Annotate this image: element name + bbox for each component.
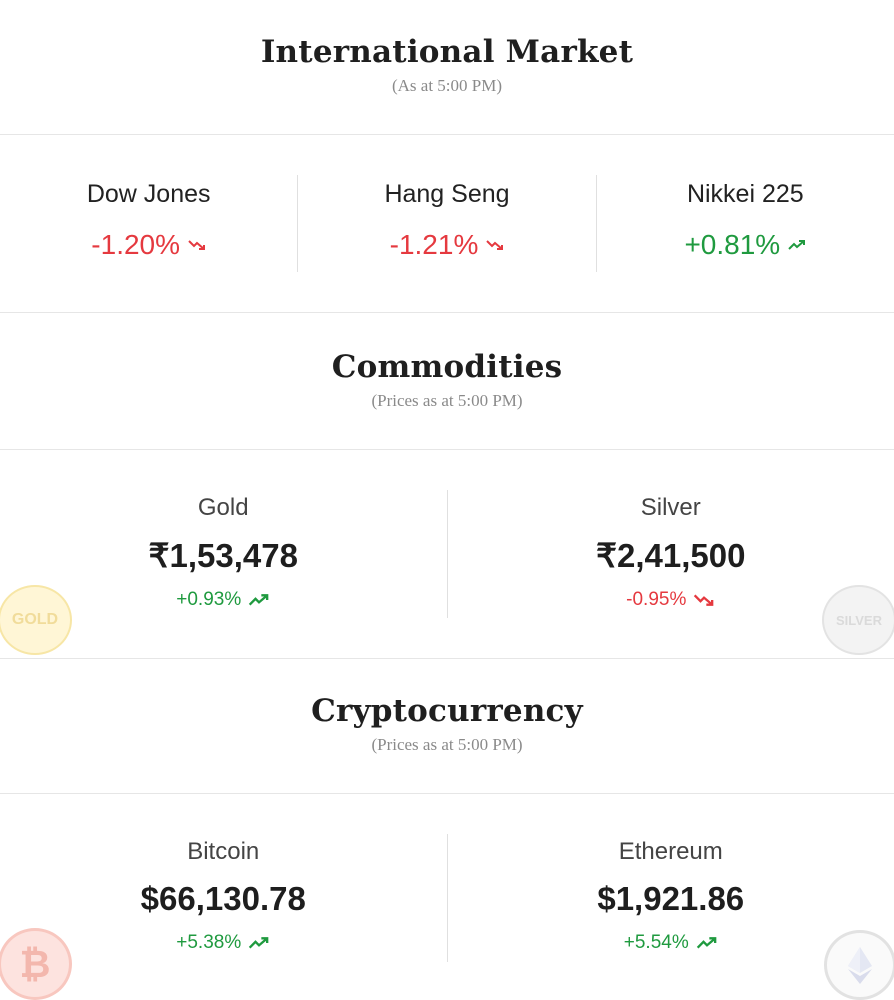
silver-coin-label: SILVER: [836, 612, 882, 628]
crypto-row: Bitcoin $66,130.78 +5.38% Ethereum $1,92…: [0, 794, 894, 1000]
index-name: Hang Seng: [384, 180, 510, 208]
index-change-value: -1.21%: [389, 229, 479, 260]
trend-up-icon: [249, 937, 269, 949]
index-name: Dow Jones: [86, 180, 211, 208]
gold-coin-label: GOLD: [11, 611, 59, 628]
commodity-change-value: -0.95%: [626, 589, 687, 610]
commodities-timestamp: (Prices as at 5:00 PM): [371, 391, 523, 410]
commodity-change: -0.95%: [626, 589, 715, 611]
trend-down-icon: [188, 240, 206, 250]
index-row: Dow Jones -1.20% Hang Seng -1.21% Nikkei…: [0, 135, 894, 312]
crypto-price: $66,130.78: [140, 880, 306, 917]
cryptocurrency-header: Cryptocurrency (Prices as at 5:00 PM): [0, 658, 894, 794]
index-card-nikkei-225[interactable]: Nikkei 225 +0.81%: [595, 175, 894, 272]
commodity-change-value: +0.93%: [176, 589, 242, 610]
bitcoin-coin-label: ₿: [19, 941, 51, 986]
commodity-price: ₹1,53,478: [148, 537, 298, 574]
ethereum-logo-icon: [848, 947, 872, 984]
crypto-name: Ethereum: [618, 838, 723, 865]
commodity-card-gold[interactable]: Gold ₹1,53,478 +0.93%: [0, 490, 447, 618]
commodity-change: +0.93%: [176, 589, 270, 611]
crypto-name: Bitcoin: [187, 838, 260, 865]
crypto-card-ethereum[interactable]: Ethereum $1,921.86 +5.54%: [446, 834, 894, 962]
commodity-name: Silver: [640, 494, 701, 521]
trend-down-icon: [486, 240, 504, 250]
crypto-change-value: +5.54%: [623, 932, 689, 953]
trend-up-icon: [249, 594, 269, 606]
ethereum-coin-icon: [824, 930, 894, 1000]
gold-coin-icon: GOLD: [0, 585, 72, 655]
index-change: +0.81%: [684, 229, 806, 261]
bitcoin-coin-icon: ₿: [0, 928, 72, 1000]
commodity-price: ₹2,41,500: [596, 537, 746, 574]
international-market-header: International Market (As at 5:00 PM): [0, 0, 894, 135]
international-market-title: International Market: [260, 34, 634, 70]
index-name: Nikkei 225: [686, 180, 804, 208]
crypto-change-value: +5.38%: [176, 932, 242, 953]
trend-down-icon: [694, 594, 714, 606]
trend-up-icon: [696, 937, 717, 949]
crypto-change: +5.54%: [624, 932, 718, 954]
index-change: -1.21%: [390, 229, 505, 261]
index-card-hang-seng[interactable]: Hang Seng -1.21%: [297, 175, 595, 272]
silver-coin-icon: SILVER: [822, 585, 894, 655]
cryptocurrency-timestamp: (Prices as at 5:00 PM): [371, 735, 523, 754]
index-card-dow-jones[interactable]: Dow Jones -1.20%: [0, 175, 297, 272]
index-change-value: -1.20%: [91, 229, 181, 260]
cryptocurrency-title: Cryptocurrency: [311, 693, 583, 729]
crypto-card-bitcoin[interactable]: Bitcoin $66,130.78 +5.38%: [0, 834, 447, 962]
trend-up-icon: [788, 240, 806, 250]
crypto-price: $1,921.86: [597, 880, 745, 917]
commodities-row: Gold ₹1,53,478 +0.93% Silver ₹2,41,500 -…: [0, 450, 894, 658]
index-change-value: +0.81%: [684, 229, 781, 260]
commodity-card-silver[interactable]: Silver ₹2,41,500 -0.95%: [446, 490, 894, 618]
index-change: -1.20%: [91, 229, 206, 261]
international-market-timestamp: (As at 5:00 PM): [391, 76, 503, 95]
commodity-name: Gold: [197, 494, 249, 521]
commodities-title: Commodities: [331, 349, 563, 385]
crypto-change: +5.38%: [176, 932, 270, 954]
commodities-header: Commodities (Prices as at 5:00 PM): [0, 312, 894, 450]
